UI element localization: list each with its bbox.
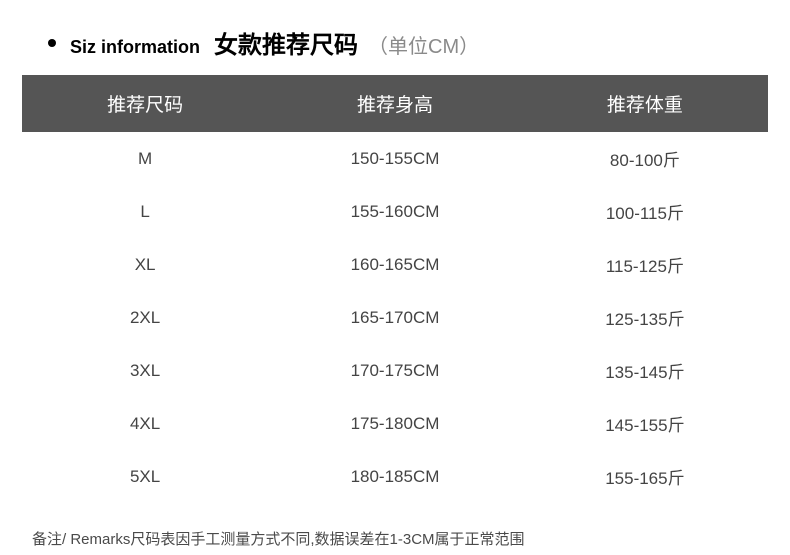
cell-height: 165-170CM [268, 291, 522, 344]
title-header: Siz information 女款推荐尺码 （单位CM） [0, 0, 790, 75]
cell-weight: 100-115斤 [522, 185, 768, 238]
table-row: 2XL 165-170CM 125-135斤 [22, 291, 768, 344]
cell-height: 150-155CM [268, 132, 522, 185]
col-header-weight: 推荐体重 [522, 75, 768, 132]
cell-size: 4XL [22, 397, 268, 450]
cell-weight: 155-165斤 [522, 450, 768, 503]
table-header-row: 推荐尺码 推荐身高 推荐体重 [22, 75, 768, 132]
table-row: 5XL 180-185CM 155-165斤 [22, 450, 768, 503]
col-header-size: 推荐尺码 [22, 75, 268, 132]
table-row: 3XL 170-175CM 135-145斤 [22, 344, 768, 397]
cell-size: M [22, 132, 268, 185]
cell-weight: 80-100斤 [522, 132, 768, 185]
cell-weight: 125-135斤 [522, 291, 768, 344]
cell-size: L [22, 185, 268, 238]
header-chinese-label: 女款推荐尺码 [214, 25, 358, 60]
table-row: M 150-155CM 80-100斤 [22, 132, 768, 185]
cell-size: 3XL [22, 344, 268, 397]
cell-size: XL [22, 238, 268, 291]
cell-size: 2XL [22, 291, 268, 344]
cell-height: 180-185CM [268, 450, 522, 503]
cell-height: 155-160CM [268, 185, 522, 238]
cell-weight: 115-125斤 [522, 238, 768, 291]
table-row: L 155-160CM 100-115斤 [22, 185, 768, 238]
bullet-icon [48, 39, 56, 47]
table-row: 4XL 175-180CM 145-155斤 [22, 397, 768, 450]
cell-weight: 145-155斤 [522, 397, 768, 450]
cell-height: 175-180CM [268, 397, 522, 450]
cell-height: 170-175CM [268, 344, 522, 397]
size-table-wrapper: 推荐尺码 推荐身高 推荐体重 M 150-155CM 80-100斤 L 155… [0, 75, 790, 503]
header-english-label: Siz information [70, 37, 200, 58]
cell-height: 160-165CM [268, 238, 522, 291]
size-table: 推荐尺码 推荐身高 推荐体重 M 150-155CM 80-100斤 L 155… [22, 75, 768, 503]
cell-weight: 135-145斤 [522, 344, 768, 397]
table-body: M 150-155CM 80-100斤 L 155-160CM 100-115斤… [22, 132, 768, 503]
header-unit-label: （单位CM） [368, 30, 479, 59]
table-row: XL 160-165CM 115-125斤 [22, 238, 768, 291]
cell-size: 5XL [22, 450, 268, 503]
footer-remarks: 备注/ Remarks尺码表因手工测量方式不同,数据误差在1-3CM属于正常范围 [0, 503, 790, 549]
col-header-height: 推荐身高 [268, 75, 522, 132]
